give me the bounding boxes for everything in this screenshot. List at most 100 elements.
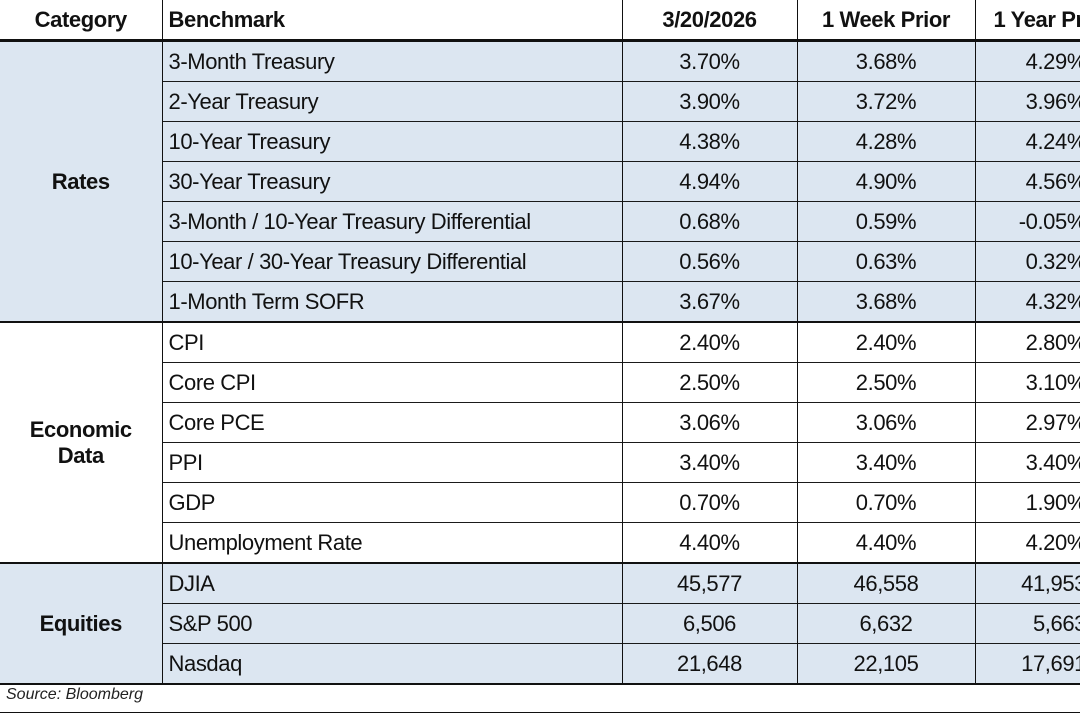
value-cell: 3.68% — [797, 281, 976, 322]
value-cell: 0.63% — [797, 241, 976, 282]
value-cell: 21,648 — [622, 643, 798, 683]
value-cell: 4.40% — [622, 522, 798, 563]
table-bottom-rule — [0, 683, 1080, 685]
value-text: 1.90% — [1025, 489, 1080, 515]
benchmark-cell: DJIA — [162, 562, 623, 604]
table-row: Economic Data CPI 2.40% 2.40% 2.80% — [0, 321, 1080, 563]
table-row: 1-Month Term SOFR 3.67% 3.68% 4.32% — [0, 281, 1080, 322]
benchmark-cell: S&P 500 — [162, 603, 623, 644]
header-row: Category Benchmark 3/20/2026 1 Week Prior 1 … — [0, 0, 1080, 42]
value-text: 41,953 — [1021, 570, 1080, 596]
value-cell: 4.28% — [797, 121, 976, 162]
value-cell: 0.59% — [797, 201, 976, 242]
value-cell: 3.40% — [622, 442, 798, 483]
value-text: 3.96% — [1025, 88, 1080, 114]
value-text: 17,691 — [1021, 650, 1080, 676]
value-cell: 6,632 — [797, 603, 976, 644]
benchmark-cell: 3-Month / 10-Year Treasury Differential — [162, 201, 623, 242]
value-cell: 0.70% — [797, 482, 976, 523]
value-cell: 3.67% — [622, 281, 798, 322]
value-cell: 2.80% — [975, 321, 1080, 363]
value-text: 3.10% — [1025, 369, 1080, 395]
table-row: 10-Year Treasury 4.38% 4.28% 4.24% — [0, 121, 1080, 162]
value-cell: 6,506 — [622, 603, 798, 644]
benchmark-cell: Nasdaq — [162, 643, 623, 683]
column-header: 3/20/2026 — [622, 0, 798, 42]
value-cell: 2.50% — [797, 362, 976, 403]
table-row: Core PCE 3.06% 3.06% 2.97% — [0, 402, 1080, 443]
value-cell: 4.24% — [975, 121, 1080, 162]
value-cell: 2.40% — [797, 321, 976, 363]
bottom-rule — [0, 712, 1080, 713]
category-label: Equities — [39, 610, 123, 636]
value-cell: 4.40% — [797, 522, 976, 563]
column-header: 1 Year Prior — [975, 0, 1080, 42]
category-label: Economic — [29, 416, 132, 442]
value-text: 4.56% — [1025, 168, 1080, 194]
value-text: 4.24% — [1025, 128, 1080, 154]
value-cell: 4.20% — [975, 522, 1080, 563]
value-cell: -0.05% — [975, 201, 1080, 242]
table-row: 2-Year Treasury 3.90% 3.72% 3.96% — [0, 81, 1080, 122]
value-cell: 0.68% — [622, 201, 798, 242]
column-header: 1 Week Prior — [797, 0, 976, 42]
market-table: Category Benchmark 3/20/2026 1 Week Prior 1 … — [0, 0, 1080, 683]
benchmark-cell: 3-Month Treasury — [162, 39, 623, 82]
value-cell: 3.06% — [622, 402, 798, 443]
benchmark-cell: 10-Year Treasury — [162, 121, 623, 162]
value-cell: 2.50% — [622, 362, 798, 403]
value-cell: 4.56% — [975, 161, 1080, 202]
table-row: Unemployment Rate 4.40% 4.40% 4.20% — [0, 522, 1080, 563]
table-row: Nasdaq 21,648 22,105 17,691 — [0, 643, 1080, 683]
value-text: 4.32% — [1025, 288, 1080, 314]
benchmark-cell: 30-Year Treasury — [162, 161, 623, 202]
value-cell: 45,577 — [622, 562, 798, 604]
value-text: 4.20% — [1025, 529, 1080, 555]
value-cell: 41,953 — [975, 562, 1080, 604]
value-cell: 3.72% — [797, 81, 976, 122]
table-row: Equities DJIA 45,577 46,558 41,953 — [0, 562, 1080, 683]
value-cell: 0.70% — [622, 482, 798, 523]
category-cell: Economic Data — [0, 321, 163, 563]
table-row: PPI 3.40% 3.40% 3.40% — [0, 442, 1080, 483]
value-cell: 4.38% — [622, 121, 798, 162]
table-row: 30-Year Treasury 4.94% 4.90% 4.56% — [0, 161, 1080, 202]
benchmark-cell: 1-Month Term SOFR — [162, 281, 623, 322]
value-cell: 3.70% — [622, 39, 798, 82]
value-cell: 4.94% — [622, 161, 798, 202]
table-row: 3-Month / 10-Year Treasury Differential 0… — [0, 201, 1080, 242]
value-cell: 4.32% — [975, 281, 1080, 322]
value-text: 5,663 — [1032, 610, 1080, 636]
table-row: Core CPI 2.50% 2.50% 3.10% — [0, 362, 1080, 403]
category-cell: Equities — [0, 562, 163, 683]
benchmark-cell: Core CPI — [162, 362, 623, 403]
benchmark-cell: GDP — [162, 482, 623, 523]
column-header: Benchmark — [162, 0, 623, 42]
value-cell: 2.97% — [975, 402, 1080, 443]
benchmark-cell: 2-Year Treasury — [162, 81, 623, 122]
value-text: 2.80% — [1025, 329, 1080, 355]
table-row: Rates 3-Month Treasury 3.70% 3.68% 4.29% — [0, 39, 1080, 322]
benchmark-cell: 10-Year / 30-Year Treasury Differential — [162, 241, 623, 282]
value-cell: 17,691 — [975, 643, 1080, 683]
value-cell: 5,663 — [975, 603, 1080, 644]
value-cell: 3.68% — [797, 39, 976, 82]
table-row: 10-Year / 30-Year Treasury Differential 0… — [0, 241, 1080, 282]
value-cell: 3.06% — [797, 402, 976, 443]
benchmark-cell: Core PCE — [162, 402, 623, 443]
value-text: 4.29% — [1025, 48, 1080, 74]
value-cell: 3.40% — [797, 442, 976, 483]
column-header: Category — [0, 0, 163, 42]
value-cell: 22,105 — [797, 643, 976, 683]
value-cell: 0.32% — [975, 241, 1080, 282]
category-label: Data — [57, 442, 104, 468]
category-label: Rates — [51, 168, 110, 194]
value-cell: 3.10% — [975, 362, 1080, 403]
source-note: Source: Bloomberg — [6, 686, 143, 703]
value-cell: 3.40% — [975, 442, 1080, 483]
value-text: 2.97% — [1025, 409, 1080, 435]
value-cell: 2.40% — [622, 321, 798, 363]
